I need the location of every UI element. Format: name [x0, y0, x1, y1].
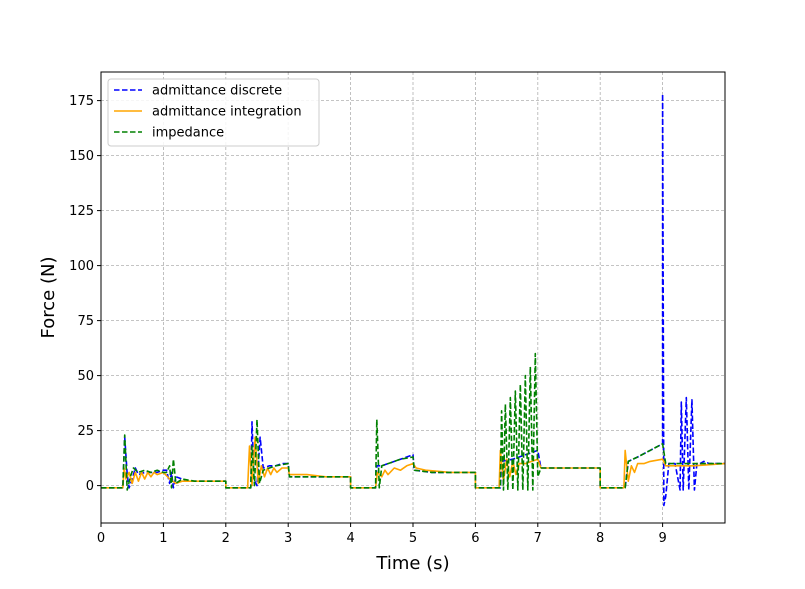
- y-tick-label: 25: [77, 424, 94, 439]
- x-tick-label: 3: [284, 531, 292, 546]
- legend: admittance discrete admittance integratio…: [107, 78, 320, 147]
- x-axis-label: Time (s): [375, 553, 449, 574]
- legend-label-2: impedance: [152, 126, 224, 141]
- legend-label-1: admittance integration: [152, 105, 302, 120]
- legend-box: [107, 78, 320, 147]
- series-line-0: [101, 93, 725, 507]
- x-tick-label: 0: [97, 531, 105, 546]
- legend-label-0: admittance discrete: [152, 84, 282, 99]
- y-tick-label: 0: [86, 479, 94, 494]
- y-tick-label: 125: [69, 204, 94, 219]
- x-tick-label: 8: [596, 531, 604, 546]
- x-tick-label: 6: [471, 531, 479, 546]
- y-tick-label: 75: [77, 314, 94, 329]
- x-tick-label: 1: [159, 531, 167, 546]
- x-tick-label: 7: [534, 531, 542, 546]
- y-tick-label: 175: [69, 94, 94, 109]
- y-axis-ticks: 0 25 50 75 100 125 150 175: [69, 94, 101, 494]
- series-line-2: [101, 352, 725, 491]
- x-tick-label: 4: [346, 531, 354, 546]
- x-tick-label: 5: [409, 531, 417, 546]
- y-tick-label: 150: [69, 149, 94, 164]
- series-layer: [101, 93, 725, 507]
- x-axis-ticks: 0 1 2 3 4 5 6 7 8 9: [97, 523, 667, 546]
- y-axis-label: Force (N): [38, 257, 59, 339]
- y-tick-label: 100: [69, 259, 94, 274]
- x-tick-label: 9: [658, 531, 666, 546]
- x-tick-label: 2: [222, 531, 230, 546]
- grid: [100, 72, 725, 523]
- y-tick-label: 50: [77, 369, 94, 384]
